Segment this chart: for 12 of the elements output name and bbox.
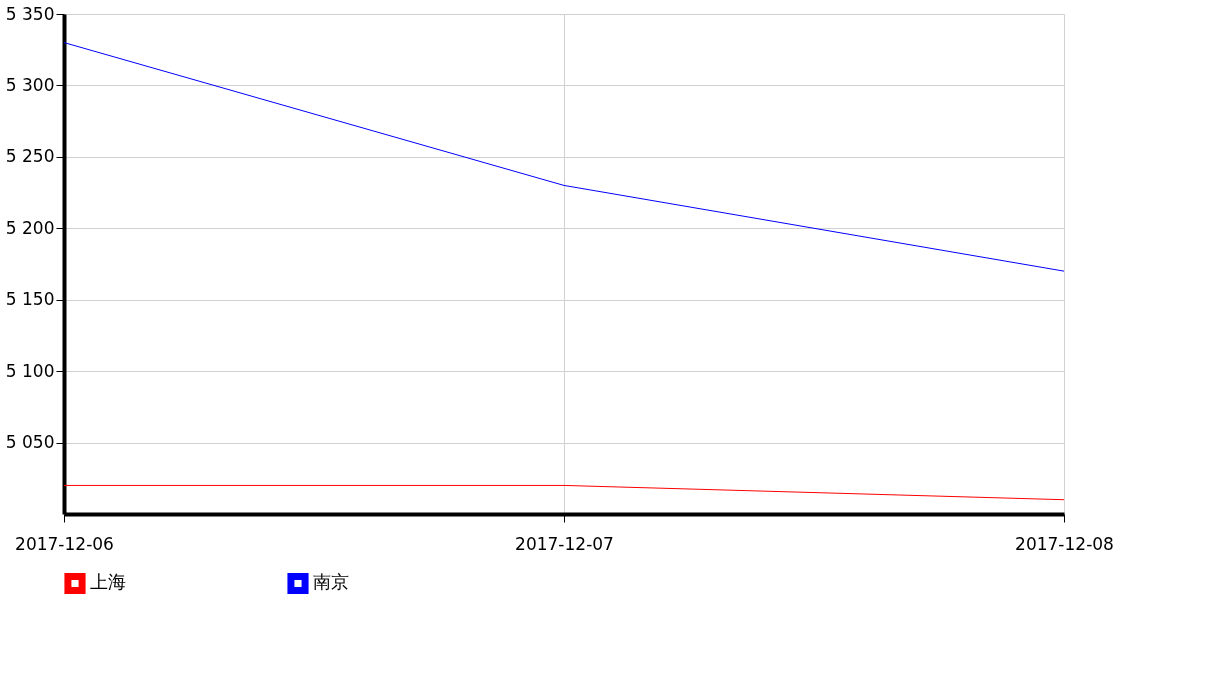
y-tick-label: 5 300 — [5, 74, 55, 95]
y-tick-label: 5 250 — [5, 146, 55, 167]
y-tick-label: 5 050 — [5, 432, 55, 453]
legend-label: 南京 — [313, 571, 349, 593]
y-tick-label: 5 100 — [5, 360, 55, 381]
y-tick-label: 5 200 — [5, 217, 55, 238]
x-tick-label: 2017-12-06 — [15, 533, 114, 554]
x-tick-label: 2017-12-07 — [515, 533, 614, 554]
legend-label: 上海 — [90, 571, 126, 593]
y-tick-label: 5 150 — [5, 289, 55, 310]
y-tick-label: 5 350 — [5, 3, 55, 24]
x-tick-label: 2017-12-08 — [1015, 533, 1114, 554]
